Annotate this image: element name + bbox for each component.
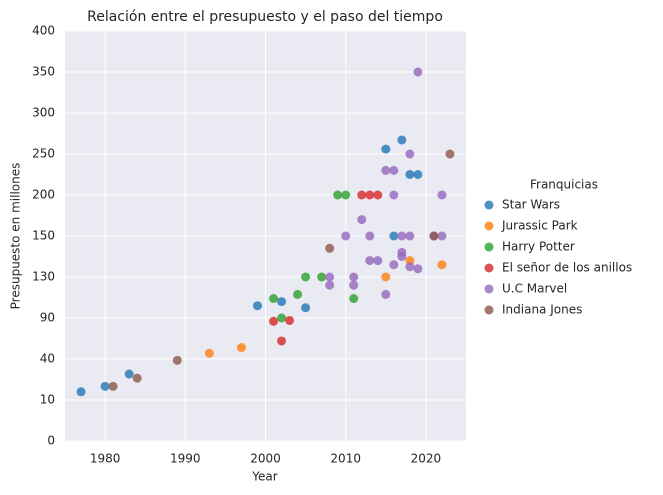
point <box>365 231 375 241</box>
point <box>445 149 455 159</box>
y-tick-label: 0 <box>47 434 55 448</box>
point <box>293 289 303 299</box>
y-tick-label: 250 <box>32 147 55 161</box>
point <box>437 231 447 241</box>
point <box>349 294 359 304</box>
legend-marker <box>484 242 494 252</box>
point <box>301 272 311 282</box>
point <box>325 272 335 282</box>
point <box>413 67 423 77</box>
point <box>100 381 110 391</box>
point <box>333 190 343 200</box>
point <box>269 294 279 304</box>
y-axis-label: Presupuesto en millones <box>9 163 23 310</box>
y-tick-label: 350 <box>32 65 55 79</box>
point <box>437 260 447 270</box>
point <box>277 313 287 323</box>
point <box>405 231 415 241</box>
x-axis-label: Year <box>251 470 277 484</box>
chart-title: Relación entre el presupuesto y el paso … <box>87 9 443 25</box>
point <box>389 260 399 270</box>
y-tick-label: 10 <box>40 393 55 407</box>
point <box>357 215 367 225</box>
point <box>325 243 335 253</box>
point <box>357 190 367 200</box>
y-tick-label: 400 <box>32 24 55 38</box>
point <box>381 144 391 154</box>
point <box>365 190 375 200</box>
point <box>413 264 423 274</box>
legend-marker <box>484 263 494 273</box>
point <box>132 373 142 383</box>
point <box>429 231 439 241</box>
point <box>373 256 383 266</box>
point <box>252 301 262 311</box>
point <box>389 231 399 241</box>
y-tick-label: 130 <box>32 270 55 284</box>
legend-label: Jurassic Park <box>501 219 578 233</box>
point <box>277 336 287 346</box>
point <box>349 272 359 282</box>
point <box>301 303 311 313</box>
point <box>365 256 375 266</box>
legend-label: Star Wars <box>502 198 560 212</box>
point <box>389 165 399 175</box>
legend-marker <box>484 284 494 294</box>
point <box>373 190 383 200</box>
point <box>341 190 351 200</box>
point <box>405 256 415 266</box>
point <box>381 272 391 282</box>
legend-title: Franquicias <box>530 178 598 192</box>
point <box>76 387 86 397</box>
legend-marker <box>484 221 494 231</box>
y-tick-label: 200 <box>32 188 55 202</box>
point <box>405 149 415 159</box>
point <box>389 190 399 200</box>
x-tick-label: 1980 <box>90 452 121 466</box>
point <box>397 231 407 241</box>
point <box>325 280 335 290</box>
point <box>172 355 182 365</box>
point <box>277 297 287 307</box>
x-tick-label: 1990 <box>170 452 201 466</box>
point <box>381 289 391 299</box>
point <box>397 135 407 145</box>
point <box>317 272 327 282</box>
y-tick-label: 300 <box>32 106 55 120</box>
point <box>236 343 246 353</box>
legend-marker <box>484 200 494 210</box>
x-tick-label: 2000 <box>250 452 281 466</box>
point <box>381 165 391 175</box>
legend-marker <box>484 305 494 315</box>
y-tick-label: 150 <box>32 229 55 243</box>
point <box>108 381 118 391</box>
y-tick-label: 90 <box>40 311 55 325</box>
point <box>124 369 134 379</box>
point <box>204 348 214 358</box>
legend-label: Indiana Jones <box>502 303 582 317</box>
point <box>413 170 423 179</box>
x-tick-label: 2010 <box>330 452 361 466</box>
point <box>405 262 415 272</box>
point <box>341 231 351 241</box>
point <box>285 315 295 325</box>
legend-label: U.C Marvel <box>502 282 567 296</box>
point <box>405 170 415 179</box>
point <box>269 316 279 326</box>
point <box>349 280 359 290</box>
x-tick-label: 2020 <box>411 452 442 466</box>
legend-label: Harry Potter <box>502 240 575 254</box>
point <box>437 190 447 200</box>
y-tick-label: 40 <box>40 352 55 366</box>
legend-label: El señor de los anillos <box>502 261 632 275</box>
point <box>397 252 407 261</box>
